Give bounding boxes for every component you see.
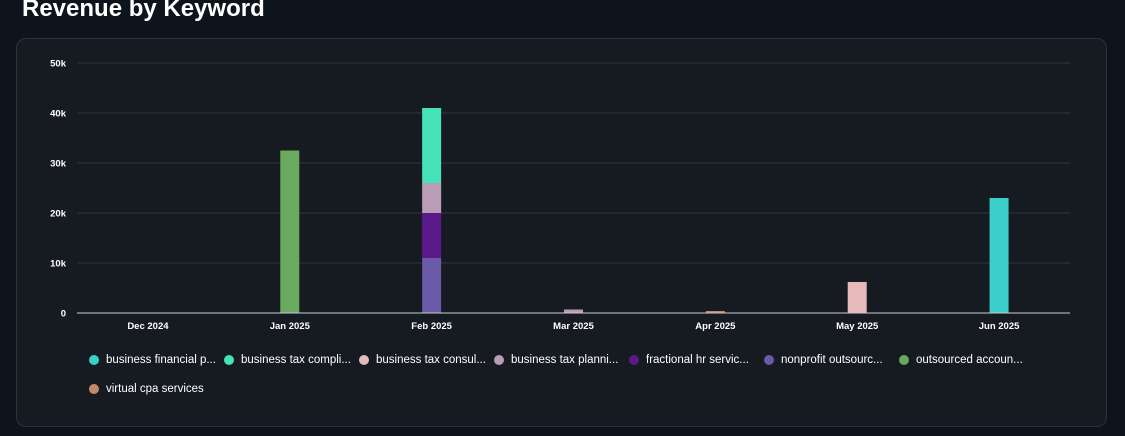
legend-item[interactable]: business tax compli...: [224, 351, 351, 369]
legend-item[interactable]: business financial p...: [89, 351, 216, 369]
bars-layer: [280, 108, 1009, 314]
legend-label: outsourced accoun...: [916, 354, 1023, 366]
legend-swatch: [764, 355, 774, 365]
legend-label: business tax planni...: [511, 354, 619, 366]
y-tick-label: 50k: [50, 59, 67, 70]
x-tick-label: Feb 2025: [411, 321, 452, 332]
bar-segment[interactable]: [280, 150, 300, 314]
y-tick-label: 40k: [50, 109, 67, 120]
x-tick-label: Apr 2025: [695, 321, 736, 332]
bar-segment[interactable]: [422, 213, 442, 258]
bar-segment[interactable]: [989, 198, 1009, 313]
x-tick-label: Dec 2024: [127, 321, 169, 332]
legend-swatch: [224, 355, 234, 365]
legend-swatch: [494, 355, 504, 365]
x-tick-label: Mar 2025: [553, 321, 594, 332]
x-tick-label: Jan 2025: [270, 321, 311, 332]
legend-label: fractional hr servic...: [646, 354, 749, 366]
bar-segment[interactable]: [564, 309, 583, 314]
legend-swatch: [899, 355, 909, 365]
legend: business financial p... business tax comp…: [89, 351, 1049, 398]
legend-item[interactable]: virtual cpa services: [89, 380, 214, 398]
grid-layer: [77, 62, 1070, 264]
legend-label: nonprofit outsourc...: [781, 354, 883, 366]
legend-swatch: [89, 355, 99, 365]
legend-label: business tax compli...: [241, 354, 351, 366]
legend-swatch: [629, 355, 639, 365]
legend-item[interactable]: fractional hr servic...: [629, 351, 754, 369]
x-tick-label: May 2025: [836, 321, 879, 332]
revenue-chart: 0 10k 20k 30k 40k 50k Dec 2024 Jan 2025 Feb 2025…: [50, 59, 1070, 332]
bar-segment[interactable]: [422, 108, 442, 183]
legend-label: virtual cpa services: [106, 383, 204, 395]
y-tick-label: 10k: [50, 259, 67, 270]
legend-label: business financial p...: [106, 354, 216, 366]
bar-segment[interactable]: [705, 311, 725, 313]
legend-item[interactable]: outsourced accoun...: [899, 351, 1024, 369]
x-tick-label: Jun 2025: [979, 321, 1020, 332]
legend-label: business tax consul...: [376, 354, 486, 366]
y-tick-label: 0: [61, 309, 66, 320]
chart-card: 0 10k 20k 30k 40k 50k Dec 2024 Jan 2025 Feb 2025…: [16, 38, 1107, 427]
y-tick-label: 30k: [50, 159, 67, 170]
page-title: Revenue by Keyword: [22, 0, 265, 22]
bar-segment[interactable]: [422, 183, 442, 213]
legend-item[interactable]: nonprofit outsourc...: [764, 351, 889, 369]
legend-item[interactable]: business tax planni...: [494, 351, 619, 369]
bar-segment[interactable]: [847, 282, 867, 313]
legend-item[interactable]: business tax consul...: [359, 351, 486, 369]
legend-swatch: [89, 384, 99, 394]
legend-swatch: [359, 355, 369, 365]
bar-segment[interactable]: [422, 258, 442, 313]
y-tick-label: 20k: [50, 209, 67, 220]
axis-layer: 0 10k 20k 30k 40k 50k Dec 2024 Jan 2025 Feb 2025…: [50, 59, 1070, 332]
